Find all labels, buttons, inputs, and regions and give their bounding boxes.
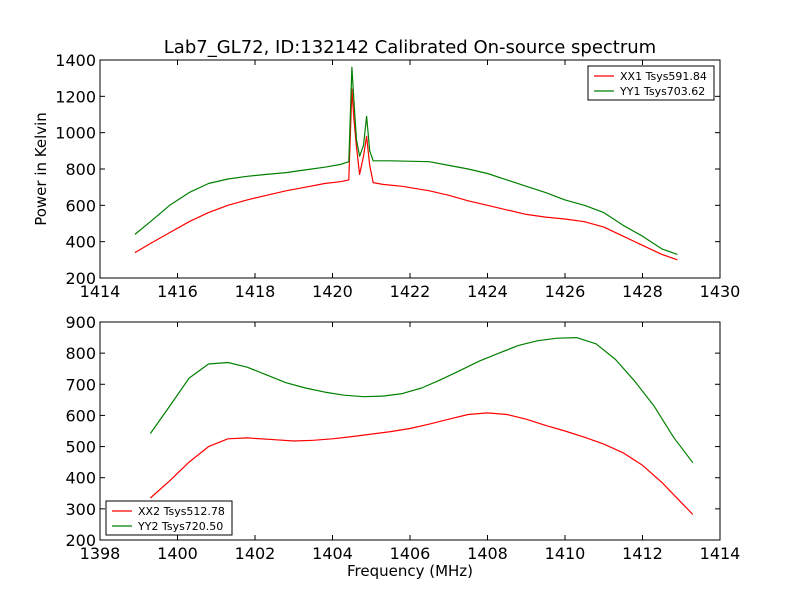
y-tick-label: 200 (65, 531, 96, 550)
x-tick-label: 1400 (157, 544, 198, 563)
x-tick-label: 1408 (467, 544, 508, 563)
legend-box (105, 500, 233, 536)
legend-label: XX1 Tsys591.84 (620, 70, 707, 83)
x-tick-label: 1404 (312, 544, 353, 563)
x-tick-label: 1428 (622, 282, 663, 301)
legend: XX1 Tsys591.84 YY1 Tsys703.62 (587, 65, 715, 101)
legend: XX2 Tsys512.78 YY2 Tsys720.50 (105, 500, 233, 536)
series-line-yy (134, 66, 678, 255)
series-line-yy (149, 337, 694, 464)
y-axis-label: Power in Kelvin (32, 112, 50, 226)
bottom-plot: 1398 1400 1402 1404 1406 1408 1410 1412 1414 200 3… (65, 313, 740, 580)
x-tick-label: 1430 (700, 282, 741, 301)
y-tick-label: 700 (65, 375, 96, 394)
y-tick-label: 900 (65, 313, 96, 332)
x-tick-label: 1418 (235, 282, 276, 301)
y-tick-label: 800 (65, 344, 96, 363)
y-tick-label: 300 (65, 500, 96, 519)
legend-label: XX2 Tsys512.78 (138, 505, 225, 518)
x-tick-label: 1424 (467, 282, 508, 301)
y-tick-label: 1200 (55, 87, 96, 106)
y-tick-label: 500 (65, 438, 96, 457)
x-tick-label: 1398 (80, 544, 121, 563)
y-tick-label: 600 (65, 406, 96, 425)
series-line-xx (150, 412, 694, 515)
y-tick-label: 400 (65, 469, 96, 488)
y-tick-label: 800 (65, 160, 96, 179)
legend-label: YY1 Tsys703.62 (619, 85, 705, 98)
legend-label: YY2 Tsys720.50 (137, 520, 223, 533)
y-tick-label: 600 (65, 196, 96, 215)
y-tick-label: 1400 (55, 51, 96, 70)
x-tick-label: 1426 (545, 282, 586, 301)
x-tick-label: 1416 (157, 282, 198, 301)
top-plot: 1414 1416 1418 1420 1422 1424 1426 1428 1430 200 4… (32, 51, 740, 301)
x-axis-label: Frequency (MHz) (347, 562, 473, 580)
x-tick-label: 1410 (545, 544, 586, 563)
series-group (149, 337, 694, 515)
x-tick-label: 1406 (390, 544, 431, 563)
x-tick-label: 1414 (700, 544, 741, 563)
series-line-xx (134, 88, 678, 261)
series-group (134, 66, 678, 261)
x-tick-label: 1422 (390, 282, 431, 301)
x-tick-label: 1402 (235, 544, 276, 563)
x-tick-label: 1420 (312, 282, 353, 301)
x-tick-label: 1414 (80, 282, 121, 301)
y-tick-label: 400 (65, 233, 96, 252)
x-tick-label: 1412 (622, 544, 663, 563)
y-tick-label: 1000 (55, 124, 96, 143)
figure-title: Lab7_GL72, ID:132142 Calibrated On-sourc… (164, 37, 656, 58)
y-tick-label: 200 (65, 269, 96, 288)
legend-box (587, 65, 715, 101)
